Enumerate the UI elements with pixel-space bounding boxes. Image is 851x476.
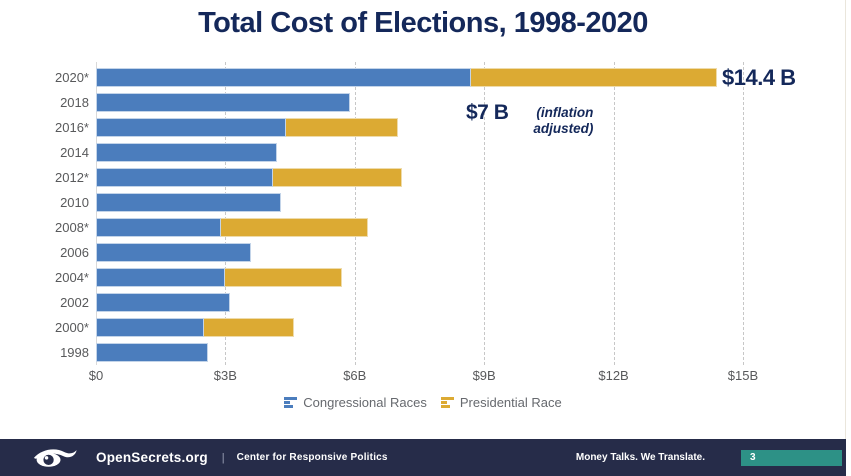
annotation-inflation-adjusted: $7 B (inflation adjusted): [466, 101, 593, 137]
gridline-3B: [225, 62, 227, 365]
congressional-bar: [96, 343, 209, 362]
presidential-bar: [272, 168, 403, 187]
congressional-bar: [96, 193, 282, 212]
y-axis-label: 2014: [60, 145, 89, 160]
gridline-6B: [354, 62, 356, 365]
bar-row-2012: 2012*: [0, 168, 846, 187]
legend-icon-bar: [284, 401, 291, 404]
bar-row-2016: 2016*: [0, 118, 846, 137]
legend-icon-bar: [440, 405, 450, 408]
congressional-bar: [96, 93, 351, 112]
legend-icon-bar: [440, 401, 447, 404]
y-axis-label: 2012*: [55, 170, 89, 185]
y-axis-label: 2002: [60, 295, 89, 310]
legend-label: Congressional Races: [303, 395, 427, 410]
x-axis-tick-label: $3B: [213, 368, 237, 383]
bar-stack: [96, 318, 295, 337]
bar-stack: [96, 293, 230, 312]
elections-cost-chart: $14.4 B $7 B (inflation adjusted) $0 $3B $…: [0, 60, 846, 390]
annotation-inflation-note: (inflation adjusted): [533, 105, 594, 136]
annotation-2020-total: $14.4 B: [722, 65, 796, 90]
bar-series-icon: [440, 397, 454, 408]
page-number-badge: 3: [741, 449, 842, 466]
legend-icon-bar: [284, 397, 298, 400]
legend-label: Presidential Race: [459, 395, 562, 410]
congressional-bar: [96, 68, 472, 87]
bar-stack: [96, 218, 368, 237]
footer-divider: |: [221, 451, 225, 464]
y-axis-label: 2018: [60, 95, 89, 110]
annotation-7b-value: $7 B: [466, 101, 509, 124]
x-axis-tick-label: $6B: [343, 368, 367, 383]
congressional-bar: [96, 168, 273, 187]
bar-stack: [96, 193, 282, 212]
congressional-bar: [96, 293, 230, 312]
y-axis-label: 2010: [60, 195, 89, 210]
bar-series-icon: [284, 397, 298, 408]
congressional-bar: [96, 243, 252, 262]
bar-row-2008: 2008*: [0, 218, 846, 237]
x-axis-tick-label: $15B: [727, 368, 759, 383]
bar-stack: [96, 118, 398, 137]
y-axis-label: 2000*: [55, 320, 89, 335]
legend-item-congressional: Congressional Races: [284, 395, 427, 410]
presidential-bar: [203, 318, 295, 337]
opensecrets-eye-icon: [33, 448, 77, 467]
bar-stack: [96, 68, 718, 87]
chart-legend: Congressional Races Presidential Race: [0, 395, 846, 410]
gridline-9B: [484, 62, 486, 365]
y-axis-label: 2020*: [55, 70, 89, 85]
presidential-bar: [471, 68, 718, 87]
bar-stack: [96, 343, 209, 362]
bar-row-2014: 2014: [0, 143, 846, 162]
bar-row-2020: 2020*: [0, 68, 846, 87]
bar-row-2006: 2006: [0, 243, 846, 262]
gridline-15B: [742, 62, 744, 365]
legend-item-presidential: Presidential Race: [440, 395, 562, 410]
legend-icon-bar: [440, 397, 454, 400]
congressional-bar: [96, 318, 204, 337]
legend-icon-bar: [284, 405, 294, 408]
congressional-bar: [96, 268, 226, 287]
brand-name: OpenSecrets.org: [96, 450, 208, 465]
bar-row-1998: 1998: [0, 343, 846, 362]
footer-bar: OpenSecrets.org | Center for Responsive …: [0, 439, 846, 476]
gridline-0: [96, 62, 97, 365]
presidential-bar: [225, 268, 342, 287]
bar-row-2000: 2000*: [0, 318, 846, 337]
footer-tagline: Money Talks. We Translate.: [575, 452, 705, 463]
bar-row-2018: 2018: [0, 93, 846, 112]
gridline-12B: [613, 62, 615, 365]
y-axis-label: 1998: [60, 345, 89, 360]
y-axis-label: 2006: [60, 245, 89, 260]
bar-row-2010: 2010: [0, 193, 846, 212]
bar-row-2002: 2002: [0, 293, 846, 312]
presidential-bar: [221, 218, 368, 237]
x-axis-tick-label: $12B: [598, 368, 629, 383]
congressional-bar: [96, 143, 278, 162]
slide-right-edge: [845, 0, 846, 439]
bar-row-2004: 2004*: [0, 268, 846, 287]
congressional-bar: [96, 118, 286, 137]
x-axis-tick-label: $0: [88, 368, 104, 383]
bar-stack: [96, 268, 342, 287]
page-title: Total Cost of Elections, 1998-2020: [198, 7, 648, 39]
bar-stack: [96, 168, 403, 187]
bar-stack: [96, 243, 252, 262]
y-axis-label: 2004*: [55, 270, 89, 285]
y-axis-label: 2008*: [55, 220, 89, 235]
org-name: Center for Responsive Politics: [236, 452, 388, 463]
y-axis-label: 2016*: [55, 120, 89, 135]
presidential-bar: [285, 118, 398, 137]
x-axis-tick-label: $9B: [472, 368, 496, 383]
bar-stack: [96, 93, 351, 112]
bar-stack: [96, 143, 278, 162]
congressional-bar: [96, 218, 222, 237]
